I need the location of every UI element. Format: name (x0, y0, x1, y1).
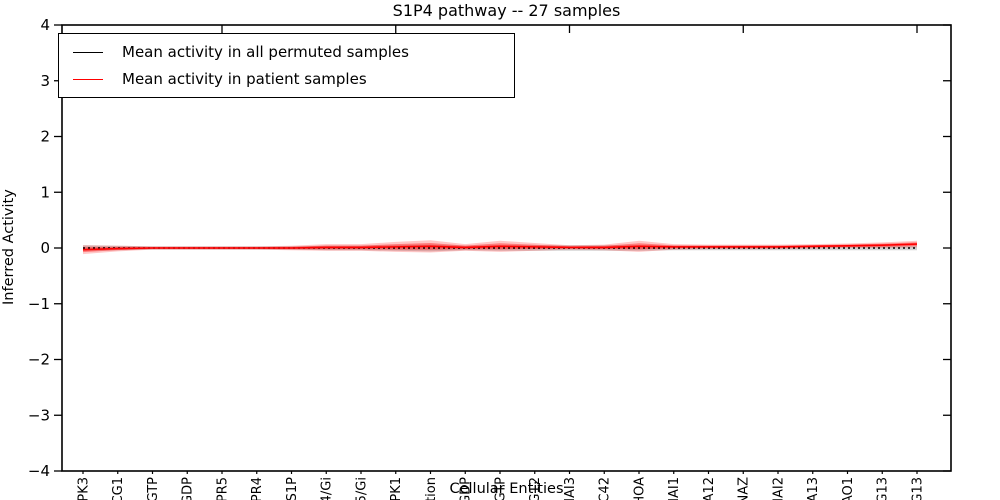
x-tick-label: S1P/S1P5/Gi (354, 477, 369, 500)
y-tick-label: −3 (28, 406, 50, 424)
y-tick-label: 4 (40, 16, 50, 34)
legend-label-patient: Mean activity in patient samples (122, 70, 367, 88)
x-tick-label: S1P/S1P5/G12 (528, 477, 543, 500)
x-tick-label: CDC42 (598, 477, 613, 500)
patient-mean-line (82, 243, 918, 251)
patient-band-outer (83, 240, 917, 255)
legend-item-permuted: Mean activity in all permuted samples (59, 43, 514, 61)
x-tick-label: CDC42/GTP (493, 477, 508, 500)
x-tick-label: GNAI3 (563, 477, 578, 500)
red-line-icon (73, 78, 103, 80)
x-tick-label: GNA13 (806, 477, 821, 500)
legend-item-patient: Mean activity in patient samples (59, 70, 514, 88)
x-tick-label: PLCG1 (111, 477, 126, 500)
x-tick-label: S1PR4 (250, 477, 265, 500)
x-tick-label: GNAI2 (771, 477, 786, 500)
x-tick-label: RHOA (632, 477, 647, 500)
x-tick-label: mol:S1P (285, 477, 300, 500)
x-tick-label: MAPK3 (76, 477, 91, 500)
x-tick-label: cell migration (424, 477, 439, 500)
y-tick-label: 1 (40, 183, 50, 201)
x-tick-label: CDC42/GDP (459, 477, 474, 500)
x-tick-label: G12/G13 (910, 477, 925, 500)
chart-title: S1P4 pathway -- 27 samples (392, 1, 621, 20)
legend-label-permuted: Mean activity in all permuted samples (122, 43, 409, 61)
x-tick-label: GNAI1 (667, 477, 682, 500)
patient-band-inner (83, 242, 917, 253)
y-tick-label: −2 (28, 351, 50, 369)
x-tick-label: mol:GTP (146, 477, 161, 500)
y-tick-label: 2 (40, 128, 50, 146)
legend: Mean activity in all permuted samples Me… (58, 33, 515, 98)
x-tick-label: S1P/S1P4/G12/G13 (876, 477, 891, 500)
y-tick-label: −4 (28, 462, 50, 480)
x-tick-label: GNAZ (737, 477, 752, 500)
x-tick-label: GNAO1 (841, 477, 856, 500)
x-tick-label: GNA12 (702, 477, 717, 500)
y-tick-label: 3 (40, 72, 50, 90)
x-tick-label: S1PR5 (215, 477, 230, 500)
y-tick-label: 0 (40, 239, 50, 257)
x-axis-label: Cellular Entities (449, 481, 564, 497)
x-tick-label: S1P/S1P4/Gi (320, 477, 335, 500)
y-tick-label: −1 (28, 295, 50, 313)
x-tick-label: mol:GDP (181, 477, 196, 500)
black-line-icon (73, 51, 103, 53)
x-tick-label: MAPK1 (389, 477, 404, 500)
